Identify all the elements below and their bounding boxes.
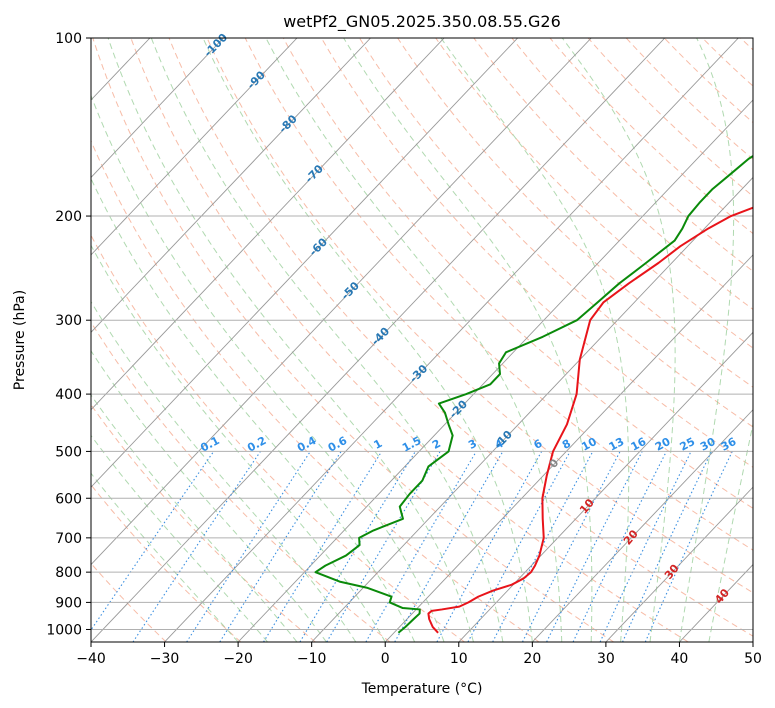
y-tick-label: 900 (55, 595, 82, 611)
moist-adiabat-line (107, 38, 474, 642)
mixing-ratio-label: 16 (629, 435, 649, 454)
y-tick-label: 400 (55, 387, 82, 403)
y-tick-label: 300 (55, 313, 82, 329)
y-tick-label: 200 (55, 209, 82, 225)
isotherm-line (532, 409, 753, 642)
dry-adiabat-line (244, 38, 753, 551)
mixing-ratio-line (572, 451, 667, 642)
moist-adiabat-line (708, 421, 753, 642)
mixing-ratio-line (436, 451, 543, 642)
x-tick-label: 40 (671, 651, 689, 667)
isotherm-line (458, 331, 753, 642)
moist-adiabat-line (91, 472, 239, 642)
background-lines (91, 38, 753, 642)
isotherm-line (311, 176, 753, 642)
mixing-ratio-line (299, 451, 416, 642)
dry-adiabat-line (473, 38, 753, 311)
plot-frame (90, 37, 754, 643)
dry-adiabat-line (92, 38, 614, 642)
isotherm-line (164, 38, 739, 642)
isotherm-line (91, 38, 445, 411)
mixing-ratio-line (186, 451, 311, 642)
y-axis-label: Pressure (hPa) (12, 290, 28, 390)
isotherm-line (91, 38, 371, 333)
y-tick-label: 100 (55, 31, 82, 47)
moist-adiabat-line (440, 38, 630, 642)
x-tick-label: −20 (223, 651, 253, 667)
moist-adiabat-line (91, 434, 268, 642)
y-tick-label: 600 (55, 491, 82, 507)
temperature-profile-line (427, 206, 753, 634)
mixing-ratio-line (365, 451, 477, 642)
moist-adiabat-line (678, 38, 735, 642)
x-tick-label: 50 (744, 651, 762, 667)
mixing-ratio-line (599, 451, 692, 642)
mixing-ratio-label: 20 (653, 435, 673, 454)
y-axis: 100 200 300 400 500 600 700 800 900 1000 (46, 31, 91, 638)
x-tick-label: 30 (597, 651, 615, 667)
mixing-ratio-line (546, 451, 643, 642)
moist-adiabat-line (202, 38, 533, 642)
mixing-ratio-line (644, 451, 733, 642)
isotherm-line (384, 254, 753, 642)
isotherm-line (91, 38, 666, 642)
moist-adiabat-line (265, 38, 563, 642)
mixing-ratio-line (263, 451, 383, 642)
dry-adiabat-line (282, 38, 753, 509)
y-tick-label: 500 (55, 444, 82, 460)
moist-adiabat-line (91, 244, 386, 642)
moist-adiabat-line (561, 38, 676, 642)
mixing-ratio-line (622, 451, 713, 642)
dry-adiabat-line (91, 321, 391, 642)
x-tick-label: −30 (150, 651, 180, 667)
moist-adiabat-line (91, 350, 327, 642)
dry-adiabat-line (359, 38, 753, 428)
chart-title: wetPf2_GN05.2025.350.08.55.G26 (283, 12, 561, 32)
y-tick-label: 1000 (46, 622, 82, 638)
moist-adiabat-line (91, 94, 445, 642)
mixing-ratio-line (219, 451, 342, 642)
mixing-ratio-label: 30 (698, 435, 718, 454)
dry-adiabat-line (91, 234, 465, 642)
mixing-ratio-line (91, 451, 215, 631)
moist-adiabat-line (150, 38, 504, 642)
isotherm-line (237, 99, 753, 642)
dry-adiabat-line (397, 38, 753, 388)
x-axis-label: Temperature (°C) (361, 681, 483, 697)
moist-adiabat-line (343, 38, 593, 642)
y-tick-label: 800 (55, 565, 82, 581)
x-tick-label: 10 (450, 651, 468, 667)
isotherm-line (91, 38, 298, 256)
dewpoint-profile-line (314, 154, 753, 634)
isotherm-line (605, 486, 753, 642)
x-tick-label: 0 (381, 651, 390, 667)
dry-adiabat-line (130, 38, 689, 642)
isotherm-line (91, 38, 224, 179)
mixing-ratio-label: 25 (678, 435, 698, 454)
mixing-ratio-line (394, 451, 504, 642)
x-tick-label: 20 (523, 651, 541, 667)
x-axis: −40 −30 −20 −10 0 10 20 30 40 50 (76, 642, 762, 667)
moist-adiabat-line (91, 394, 298, 642)
dry-adiabat-line (625, 38, 753, 160)
isotherm-line (91, 38, 592, 566)
mixing-ratio-label: 10 (579, 435, 599, 454)
dry-adiabat-line (206, 38, 753, 594)
x-tick-label: −40 (76, 651, 106, 667)
dry-adiabat-line (168, 38, 753, 637)
mixing-ratio-label: 13 (607, 435, 627, 454)
mixing-ratio-label: 36 (719, 435, 739, 454)
dry-adiabat-line (587, 38, 753, 197)
x-tick-label: −10 (297, 651, 327, 667)
dry-adiabat-line (91, 484, 242, 642)
y-tick-label: 700 (55, 531, 82, 547)
isotherm-line (91, 38, 519, 488)
profile-series (314, 154, 753, 634)
pressure-gridlines (91, 38, 753, 630)
